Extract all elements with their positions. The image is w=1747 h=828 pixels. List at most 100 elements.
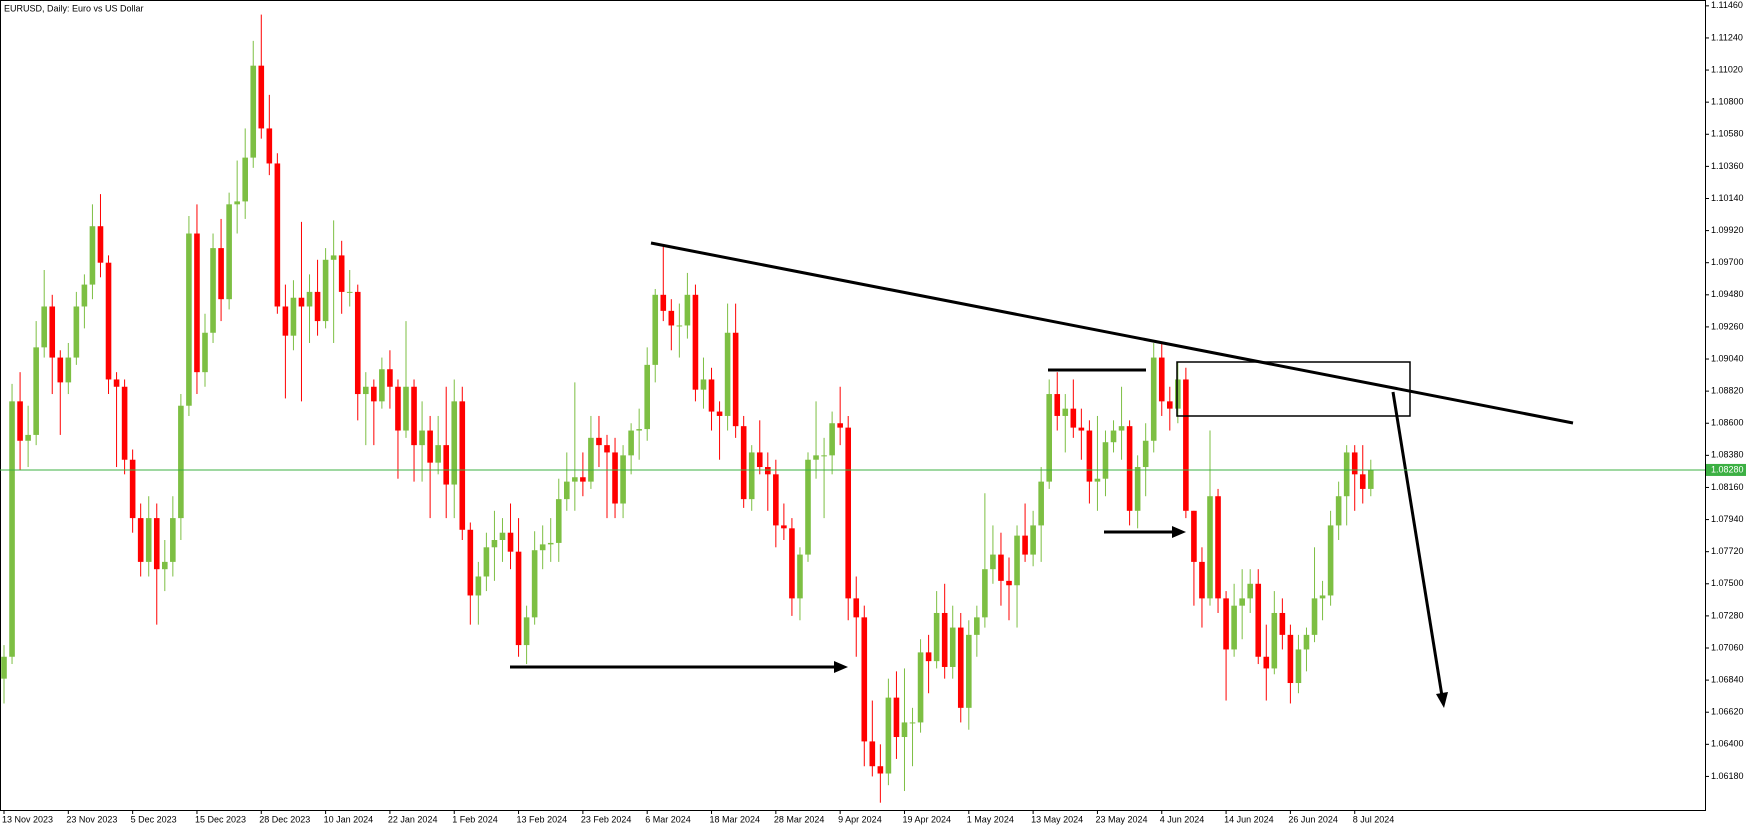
candle-body (588, 437, 594, 482)
y-tick-label: 1.06840 (1711, 674, 1744, 684)
candle-body (1303, 634, 1310, 650)
candle-body (861, 617, 868, 742)
plot-frame (0, 0, 1706, 811)
candle-body (821, 455, 827, 457)
y-tick-label: 1.10360 (1711, 161, 1744, 171)
candle-body (322, 259, 329, 322)
candle-body (1167, 401, 1173, 409)
x-tick-label: 28 Mar 2024 (774, 814, 825, 824)
y-tick-label: 1.09920 (1711, 225, 1744, 235)
candle-body (499, 532, 506, 540)
candle-body (909, 722, 916, 724)
arrow-head (834, 661, 848, 673)
candle-body (145, 518, 152, 562)
candle-body (1231, 605, 1237, 650)
candle-body (467, 529, 474, 596)
x-tick-label: 28 Dec 2023 (259, 814, 310, 824)
candle-body (1038, 481, 1044, 526)
candle-body (1359, 474, 1366, 489)
candle-body (740, 426, 747, 500)
candle-body (483, 547, 490, 577)
candle-body (1134, 467, 1141, 511)
candle-body (411, 386, 417, 446)
candle-body (298, 297, 305, 307)
y-tick-label: 1.10580 (1711, 129, 1744, 139)
candle-body (49, 306, 56, 358)
candle-body (41, 306, 47, 348)
candle-body (620, 455, 626, 504)
candle-body (539, 544, 546, 551)
x-tick-label: 1 Feb 2024 (452, 814, 498, 824)
y-tick-label: 1.09480 (1711, 289, 1744, 299)
y-tick-label: 1.07720 (1711, 546, 1744, 556)
candle-body (121, 386, 128, 460)
trend-line (650, 241, 1574, 425)
candle-body (555, 499, 562, 543)
candle-body (1022, 535, 1028, 555)
candle-body (507, 532, 514, 552)
candle-body (668, 310, 675, 326)
x-tick-label: 23 Feb 2024 (581, 814, 632, 824)
y-tick-label: 1.08820 (1711, 386, 1744, 396)
candle-body (893, 697, 900, 738)
candle-body (89, 226, 96, 285)
candle-body (210, 248, 216, 333)
candle-body (81, 284, 88, 307)
y-tick-label: 1.10140 (1711, 193, 1744, 203)
arrow (1391, 391, 1444, 697)
candle-body (845, 427, 851, 599)
candle-body (724, 332, 731, 416)
candle-body (282, 306, 289, 336)
candle-body (1207, 496, 1213, 599)
candle-body (1014, 535, 1020, 586)
candle-body (612, 452, 618, 504)
candle-body (829, 423, 835, 456)
candle-body (990, 554, 996, 570)
candle-body (837, 423, 843, 428)
candle-body (137, 518, 144, 562)
candle-body (941, 612, 948, 667)
candle-body (202, 332, 208, 373)
candle-body (1126, 426, 1133, 511)
candle-body (789, 528, 795, 599)
candle-body (523, 617, 530, 646)
x-tick-label: 14 Jun 2024 (1224, 814, 1274, 824)
candle-body (572, 477, 578, 482)
candle-body (363, 386, 369, 395)
x-tick-label: 1 May 2024 (967, 814, 1014, 824)
candle-body (933, 612, 940, 662)
candle-body (1, 656, 7, 679)
candle-body (1062, 408, 1069, 416)
candle-body (1327, 525, 1334, 596)
candle-body (1239, 598, 1245, 606)
candle-body (1175, 379, 1181, 409)
candle-body (1335, 496, 1342, 526)
x-tick-label: 23 May 2024 (1095, 814, 1147, 824)
zone-box (1176, 361, 1411, 417)
candle-body (797, 554, 803, 599)
y-tick-label: 1.06180 (1711, 771, 1744, 781)
candle-body (917, 652, 924, 723)
candle-body (676, 325, 683, 327)
candle-body (475, 576, 482, 596)
candle-body (1054, 394, 1061, 416)
y-tick-label: 1.10800 (1711, 97, 1744, 107)
candle-body (1279, 612, 1286, 635)
candle-body (443, 445, 449, 485)
chart-title: EURUSD, Daily: Euro vs US Dollar (4, 3, 144, 13)
x-tick-label: 13 May 2024 (1031, 814, 1083, 824)
candle-body (1142, 440, 1149, 468)
candle-body (982, 569, 988, 618)
x-tick-label: 5 Dec 2023 (131, 814, 177, 824)
y-tick-label: 1.11460 (1711, 0, 1743, 10)
candle-body (186, 233, 192, 406)
candle-body (226, 204, 232, 300)
candle-body (596, 437, 602, 446)
candle-body (242, 157, 248, 202)
x-tick-label: 6 Mar 2024 (645, 814, 691, 824)
y-tick-label: 1.11240 (1711, 32, 1743, 42)
candle-body (57, 357, 64, 383)
candle-body (234, 201, 240, 205)
y-tick-label: 1.08600 (1711, 418, 1744, 428)
